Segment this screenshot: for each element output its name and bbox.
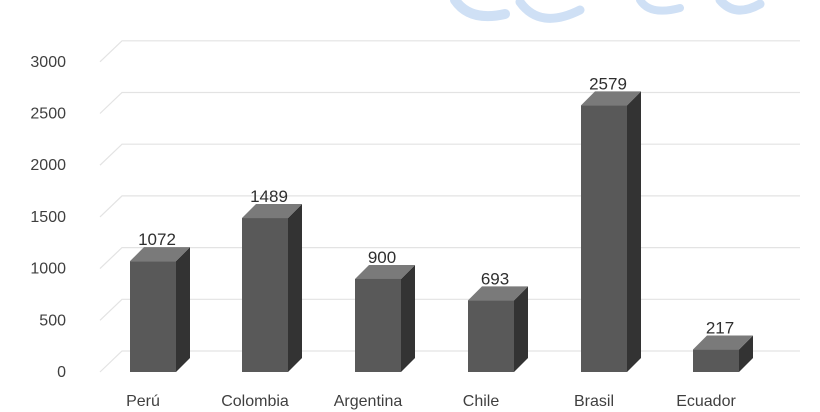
y-tick-label-2500: 2500 [30, 106, 66, 123]
bar-front-4 [581, 105, 627, 373]
y-tick-label-2000: 2000 [30, 157, 66, 174]
bar-Chile [468, 286, 528, 372]
bar-side-4 [627, 91, 641, 373]
gridline-1500 [99, 195, 800, 218]
bar-side-1 [288, 204, 302, 372]
bar-Colombia [242, 204, 302, 372]
y-tick-label-0: 0 [57, 364, 66, 381]
data-label-Brasil: 2579 [589, 74, 627, 93]
data-label-Chile: 693 [481, 269, 509, 288]
y-tick-label-500: 500 [39, 312, 66, 329]
y-tick-label-1000: 1000 [30, 261, 66, 278]
gridline-0 [99, 350, 800, 373]
data-labels: 1072 1489 900 693 2579 217 [138, 74, 734, 337]
data-label-Argentina: 900 [368, 248, 396, 267]
bar-top-4 [581, 91, 641, 106]
category-label-Ecuador: Ecuador [676, 393, 736, 410]
bar-top-5 [693, 335, 753, 350]
bar-front-5 [693, 349, 739, 372]
y-tick-label-1500: 1500 [30, 209, 66, 226]
watermark-stroke-3 [715, 0, 765, 15]
watermark-logo [450, 0, 765, 23]
watermark-stroke-1 [515, 0, 585, 23]
data-label-Ecuador: 217 [706, 319, 734, 338]
bar-top-2 [355, 264, 415, 279]
gridline-2000 [99, 143, 800, 166]
bar-Ecuador [693, 335, 753, 372]
bar-Argentina [355, 264, 415, 372]
bar-side-5 [739, 335, 753, 372]
category-labels: Perú Colombia Argentina Chile Brasil Ecuador [126, 393, 736, 410]
bar-side-0 [176, 247, 190, 372]
bar-side-2 [401, 264, 415, 372]
gridlines [99, 40, 800, 373]
gridline-2500 [99, 91, 800, 114]
bar-Brasil [581, 91, 641, 373]
bar-top-1 [242, 204, 302, 219]
category-label-Argentina: Argentina [334, 393, 403, 410]
y-axis-ticks: 0 500 1000 1500 2000 2500 3000 [30, 54, 66, 381]
bar-front-3 [468, 300, 514, 372]
watermark-stroke-2 [636, 0, 684, 15]
bar-Perú [130, 247, 190, 372]
gridline-500 [99, 298, 800, 321]
bar-front-1 [242, 218, 288, 372]
bars [130, 91, 753, 373]
data-label-Colombia: 1489 [250, 187, 288, 206]
category-label-Colombia: Colombia [221, 393, 289, 410]
bar-front-2 [355, 278, 401, 372]
bar-top-0 [130, 247, 190, 262]
bar-front-0 [130, 261, 176, 372]
bar-top-3 [468, 286, 528, 301]
watermark-stroke-0 [450, 0, 510, 22]
gridline-1000 [99, 247, 800, 270]
category-label-Brasil: Brasil [574, 393, 614, 410]
category-label-Chile: Chile [463, 393, 500, 410]
bar-side-3 [514, 286, 528, 372]
data-label-Perú: 1072 [138, 230, 176, 249]
category-label-Perú: Perú [126, 393, 160, 410]
gridline-3000 [99, 40, 800, 63]
y-tick-label-3000: 3000 [30, 54, 66, 71]
